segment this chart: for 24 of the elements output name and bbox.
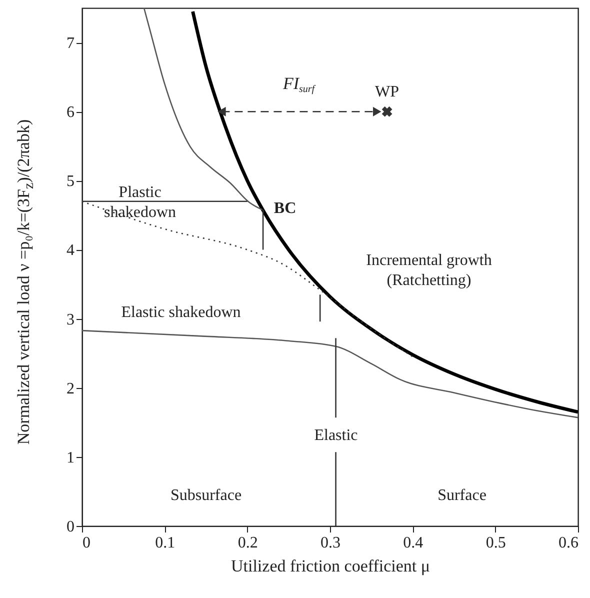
x-tick-label: 0.3	[320, 534, 340, 552]
annotation: Incremental growth (Ratchetting)	[366, 252, 492, 289]
x-tick-label: 0.6	[558, 534, 578, 552]
annotation: Subsurface	[170, 487, 242, 504]
annotation: Plastic shakedown	[104, 184, 176, 221]
annotation: Surface	[438, 487, 486, 504]
x-tick-label: 0.4	[403, 534, 424, 552]
x-tick-label: 0.1	[155, 534, 176, 552]
y-tick-label: 1	[66, 449, 74, 466]
y-tick-label: 7	[66, 35, 74, 52]
annotation: Elastic shakedown	[121, 304, 241, 321]
y-tick-label: 2	[66, 380, 74, 398]
series-label: WP	[375, 84, 400, 101]
x-axis-title: Utilized friction coefficient μ	[230, 556, 430, 576]
x-tick-label: 0.2	[238, 534, 258, 552]
y-tick-label: 3	[66, 311, 74, 328]
x-tick-label: 0	[82, 534, 90, 552]
y-tick-label: 4	[66, 242, 74, 260]
y-tick-label: 5	[66, 173, 74, 190]
x-tick-label: 0.5	[486, 534, 506, 552]
y-tick-label: 0	[66, 518, 74, 536]
y-tick-label: 6	[66, 104, 74, 122]
annotation: Elastic	[314, 427, 358, 444]
annotation: BC	[274, 200, 296, 217]
